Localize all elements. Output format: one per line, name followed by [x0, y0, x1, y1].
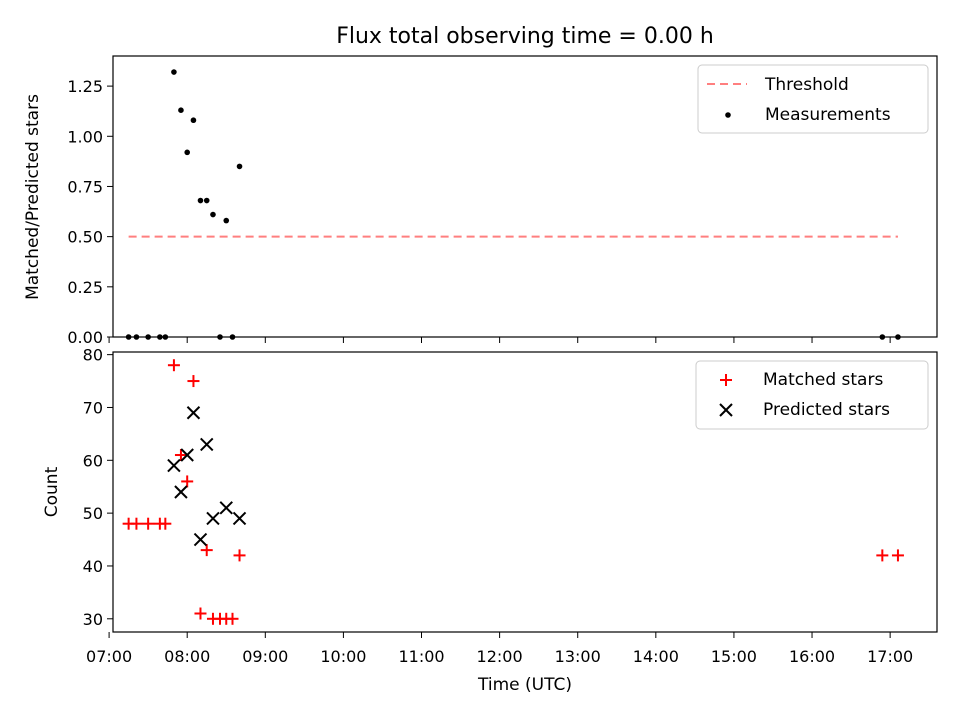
count-y-axis: 30 40 50 60 70 80 — [83, 346, 113, 629]
predicted-star-marker — [180, 448, 194, 462]
x-tick-label: 12:00 — [477, 647, 523, 666]
measurement-point — [125, 334, 132, 340]
matched-star-marker — [167, 359, 180, 372]
legend-predicted-marker — [719, 403, 733, 417]
measurement-point — [178, 107, 184, 113]
ratio-panel-frame — [112, 55, 938, 338]
matched-star-marker — [181, 475, 194, 488]
count-panel-frame — [112, 351, 938, 633]
matched-star-marker — [233, 549, 246, 562]
count-y-tick-label: 40 — [83, 557, 103, 576]
matched-star-marker — [142, 517, 155, 530]
legend-predicted-swatch — [719, 403, 733, 417]
measurement-point — [217, 334, 223, 340]
measurement-point — [157, 334, 163, 340]
predicted-star-marker — [219, 501, 233, 515]
x-tick-label: 14:00 — [633, 647, 679, 666]
predicted-star-marker — [206, 511, 220, 526]
measurement-point — [184, 149, 190, 156]
predicted-star-marker — [193, 532, 208, 547]
legend-measurement-label: Measurements — [765, 105, 891, 125]
ratio-y-tick-label: 0.75 — [67, 177, 103, 196]
measurement-point — [203, 197, 210, 204]
ratio-y-tick-label: 1.00 — [67, 127, 103, 146]
predicted-star-marker — [174, 485, 188, 499]
count-x-axis: 07:00 08:00 09:00 10:00 11:00 12:00 13:00 14:00… — [86, 632, 913, 666]
count-y-tick-label: 60 — [83, 451, 103, 470]
legend-threshold-label: Threshold — [764, 75, 849, 95]
count-panel: 30 40 50 60 70 80 07:00 08:00 09:00 10:00 11:00 12… — [42, 346, 938, 695]
predicted-star-marker — [167, 458, 181, 473]
legend-matched-label: Matched stars — [763, 370, 883, 390]
predicted-star-marker — [186, 406, 201, 420]
ratio-x-ticks — [108, 337, 891, 343]
matched-star-marker — [174, 449, 187, 462]
count-y-tick-label: 70 — [83, 398, 103, 417]
measurement-point — [197, 197, 204, 204]
ratio-legend: Threshold Measurements — [697, 64, 929, 134]
legend-predicted-label: Predicted stars — [763, 400, 890, 420]
matched-star-marker — [159, 517, 172, 530]
x-axis-label: Time (UTC) — [477, 675, 572, 695]
measurement-point — [145, 334, 151, 340]
measurement-point — [229, 334, 236, 340]
measurement-point — [223, 217, 230, 224]
measurement-point — [162, 334, 169, 340]
count-y-tick-label: 80 — [83, 346, 103, 365]
matched-star-marker — [187, 375, 200, 388]
chart-title: Flux total observing time = 0.00 h — [336, 24, 714, 49]
predicted-star-markers — [167, 406, 247, 547]
ratio-y-tick-label: 0.25 — [67, 278, 103, 297]
measurement-point — [133, 334, 140, 340]
ratio-y-tick-label: 0.50 — [67, 228, 103, 247]
count-legend-box — [695, 360, 929, 430]
count-y-tick-label: 50 — [83, 504, 103, 523]
x-tick-label: 09:00 — [242, 647, 288, 666]
matched-star-marker — [876, 549, 889, 562]
matched-star-marker — [194, 607, 207, 620]
ratio-panel: 0.00 0.25 0.50 0.75 1.00 1.25 Matched/Predict… — [23, 55, 938, 347]
count-y-tick-label: 30 — [83, 610, 103, 629]
measurement-point — [879, 334, 886, 340]
count-legend: Matched stars Predicted stars — [695, 360, 929, 430]
ratio-y-axis-label: Matched/Predicted stars — [23, 94, 43, 300]
measurement-point — [210, 211, 216, 218]
x-tick-label: 16:00 — [789, 647, 835, 666]
measurement-points — [125, 69, 901, 340]
measurement-point — [236, 163, 243, 170]
predicted-star-marker — [232, 511, 247, 526]
legend-measurement-swatch — [725, 112, 731, 118]
x-tick-label: 13:00 — [555, 647, 601, 666]
matched-star-marker — [891, 549, 904, 562]
x-tick-label: 08:00 — [164, 647, 210, 666]
measurement-point — [190, 117, 197, 124]
x-tick-label: 10:00 — [320, 647, 366, 666]
matched-star-marker — [226, 612, 239, 625]
measurement-point — [171, 69, 177, 75]
ratio-y-tick-label: 1.25 — [67, 77, 103, 96]
legend-matched-swatch — [720, 374, 732, 386]
predicted-star-marker — [200, 437, 214, 452]
legend-matched-marker — [720, 374, 732, 386]
x-tick-label: 15:00 — [711, 647, 757, 666]
matched-star-marker — [130, 517, 143, 530]
x-tick-label: 17:00 — [867, 647, 913, 666]
matched-star-markers — [122, 359, 904, 625]
count-y-axis-label: Count — [42, 466, 62, 517]
matched-star-marker — [200, 544, 213, 557]
ratio-y-axis: 0.00 0.25 0.50 0.75 1.00 1.25 — [67, 77, 113, 347]
ratio-legend-box — [697, 64, 929, 134]
measurement-point — [895, 334, 901, 340]
x-tick-label: 07:00 — [86, 647, 132, 666]
x-tick-label: 11:00 — [398, 647, 444, 666]
ratio-y-tick-label: 0.00 — [67, 328, 103, 347]
